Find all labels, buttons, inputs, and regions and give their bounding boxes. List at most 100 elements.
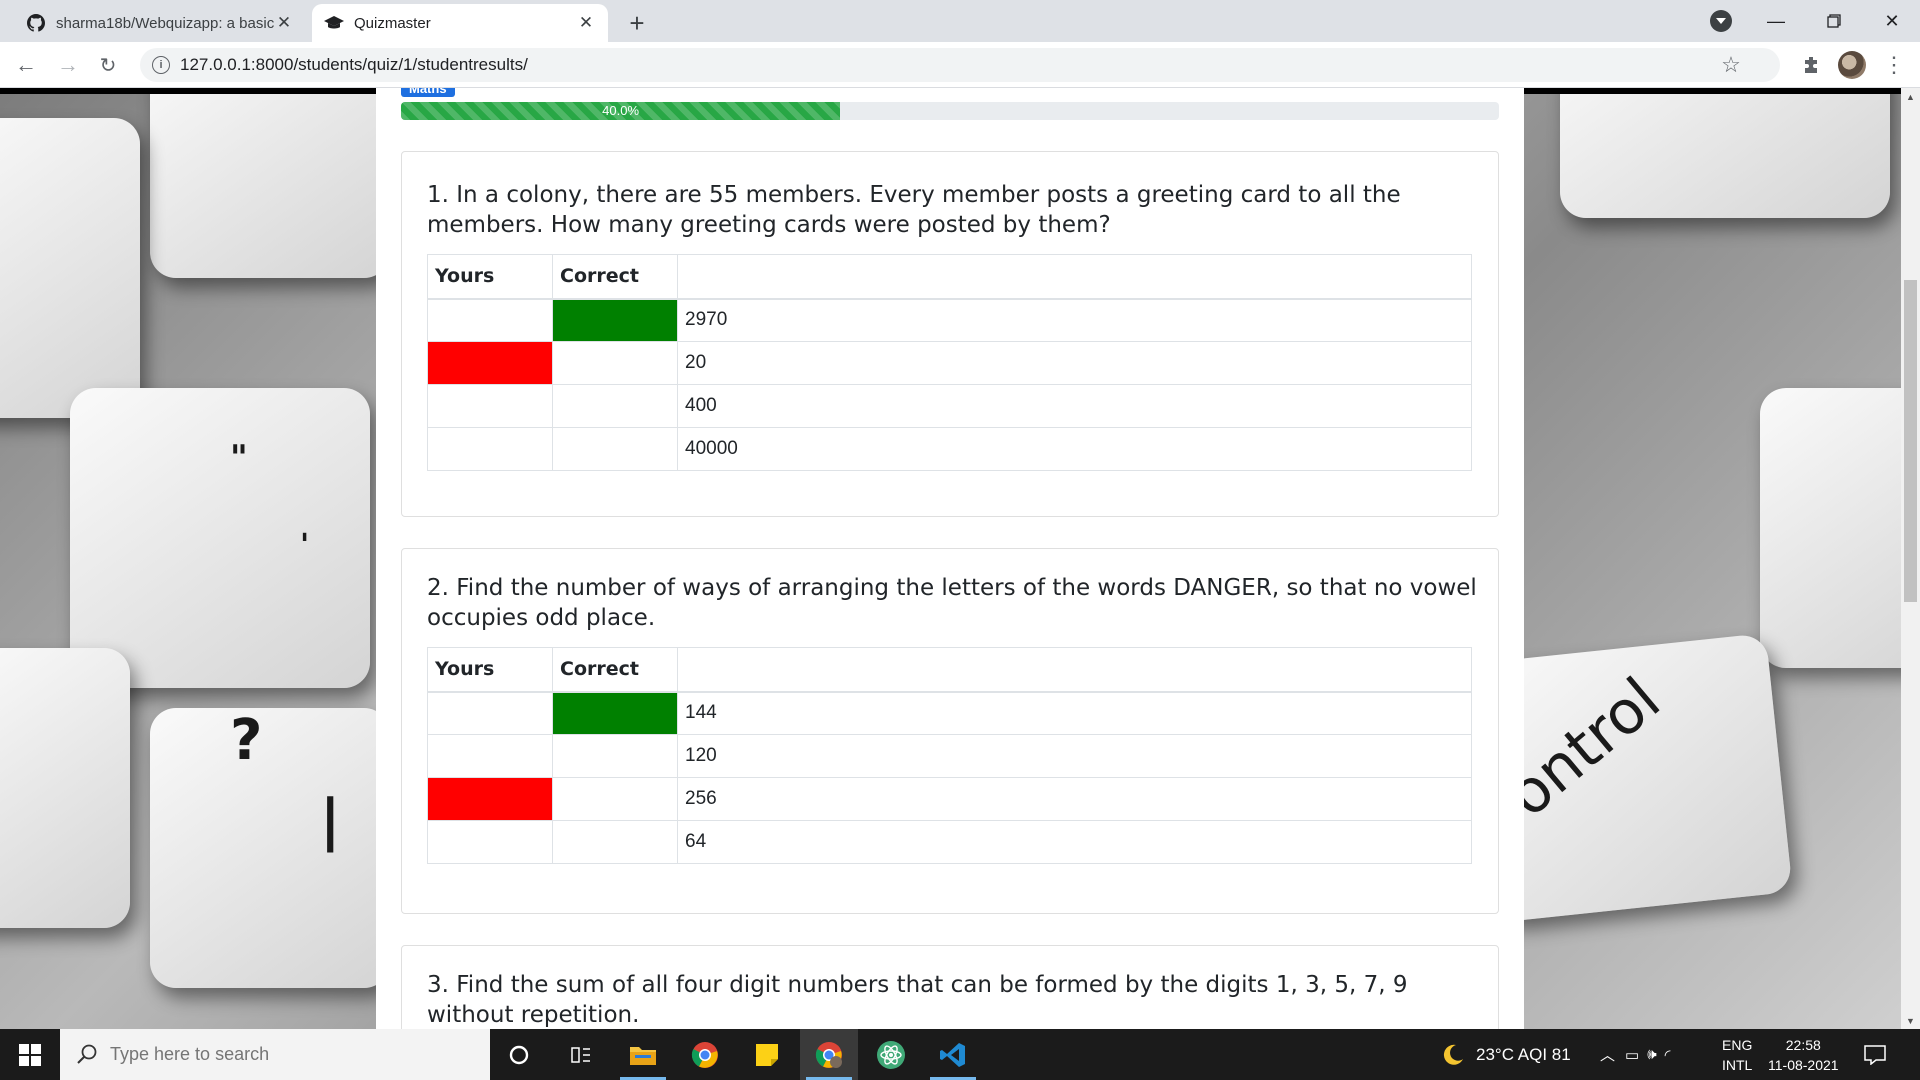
answers-table: Yours Correct 144 120 — [427, 647, 1472, 864]
background-key — [0, 118, 140, 418]
address-bar[interactable]: i ☆ — [140, 48, 1780, 82]
taskbar-search[interactable] — [60, 1029, 490, 1080]
graduation-cap-icon — [324, 13, 344, 33]
close-icon[interactable]: ✕ — [578, 13, 594, 32]
answer-text: 40000 — [677, 427, 1472, 471]
search-input[interactable] — [110, 1044, 470, 1065]
extensions-icon[interactable] — [1798, 51, 1826, 79]
answer-text: 120 — [677, 734, 1472, 778]
yours-cell — [427, 820, 553, 864]
correct-cell — [552, 427, 678, 471]
new-tab-button[interactable]: + — [629, 7, 645, 38]
tab-github[interactable]: sharma18b/Webquizapp: a basic ✕ — [14, 4, 306, 42]
question-text: 2. Find the number of ways of arranging … — [427, 575, 1477, 631]
correct-cell — [552, 777, 678, 821]
chrome-profile-icon[interactable] — [800, 1029, 858, 1080]
correct-cell — [552, 820, 678, 864]
question-card: 3. Find the sum of all four digit number… — [401, 945, 1499, 1029]
toolbar: ← → ↻ i ☆ ⋮ — [0, 42, 1920, 88]
language-indicator[interactable]: ENG INTL — [1722, 1029, 1752, 1080]
close-window-icon[interactable]: ✕ — [1884, 10, 1900, 31]
notification-icon[interactable] — [1864, 1029, 1886, 1080]
yours-cell — [427, 427, 553, 471]
minimize-icon[interactable]: — — [1767, 10, 1785, 31]
yours-header: Yours — [427, 647, 553, 693]
language-top: ENG — [1722, 1036, 1753, 1053]
close-icon[interactable]: ✕ — [276, 13, 292, 32]
correct-cell — [552, 734, 678, 778]
scroll-up-icon[interactable]: ▲ — [1906, 91, 1915, 102]
info-icon[interactable]: i — [152, 56, 170, 74]
reload-icon[interactable]: ↻ — [99, 54, 117, 77]
table-row: 256 — [427, 777, 1472, 821]
background-key — [1560, 88, 1890, 218]
more-menu-icon[interactable]: ⋮ — [1883, 52, 1905, 77]
vscode-icon[interactable] — [924, 1029, 982, 1080]
question-text: 3. Find the sum of all four digit number… — [427, 972, 1408, 1028]
bookmark-star-icon[interactable]: ☆ — [1721, 52, 1741, 77]
url-input[interactable] — [180, 55, 1680, 75]
subject-badge: Maths — [401, 88, 455, 97]
sticky-notes-icon[interactable] — [738, 1029, 796, 1080]
answer-text: 256 — [677, 777, 1472, 821]
answer-header — [677, 254, 1472, 300]
correct-cell — [552, 384, 678, 428]
key-glyph: ? — [230, 708, 263, 773]
answer-text: 2970 — [677, 298, 1472, 342]
atom-icon[interactable] — [862, 1029, 920, 1080]
results-container: Maths 40.0% 1. In a colony, there are 55… — [376, 88, 1524, 1029]
chrome-icon[interactable] — [676, 1029, 734, 1080]
windows-start-icon[interactable] — [0, 1029, 60, 1080]
background-key — [1760, 388, 1901, 668]
table-row: 64 — [427, 820, 1472, 864]
scroll-down-icon[interactable]: ▼ — [1906, 1015, 1915, 1026]
correct-header: Correct — [552, 647, 678, 693]
yours-cell — [427, 384, 553, 428]
tab-quizmaster[interactable]: Quizmaster ✕ — [312, 4, 608, 42]
speaker-icon[interactable]: 🕪 — [1647, 1046, 1657, 1063]
yours-cell — [427, 691, 553, 735]
cortana-icon[interactable] — [490, 1029, 548, 1080]
correct-marker — [552, 691, 678, 735]
profile-avatar[interactable] — [1838, 51, 1866, 79]
back-icon[interactable]: ← — [15, 52, 37, 77]
page-viewport: " ' ? | ontrol Maths 40.0% 1. In a colon… — [0, 88, 1901, 1029]
yours-cell — [427, 298, 553, 342]
tab-title: sharma18b/Webquizapp: a basic — [56, 14, 274, 32]
table-row: 144 — [427, 691, 1472, 735]
language-bottom: INTL — [1722, 1056, 1753, 1073]
yours-header: Yours — [427, 254, 553, 300]
answer-text: 64 — [677, 820, 1472, 864]
taskbar: 23°C AQI 81 ︿ ▭ 🕪 ◜ ENG INTL 22:58 11-08… — [0, 1029, 1920, 1080]
tab-search-icon[interactable] — [1710, 10, 1732, 32]
answer-text: 144 — [677, 691, 1472, 735]
restore-icon[interactable] — [1806, 0, 1862, 42]
correct-marker — [552, 298, 678, 342]
clock[interactable]: 22:58 11-08-2021 — [1768, 1029, 1839, 1080]
chevron-up-icon[interactable]: ︿ — [1600, 1047, 1616, 1064]
moon-icon — [1443, 1044, 1463, 1065]
clock-date: 11-08-2021 — [1768, 1056, 1839, 1073]
progress-bar: 40.0% — [401, 102, 841, 120]
question-card: 1. In a colony, there are 55 members. Ev… — [401, 151, 1499, 517]
file-explorer-icon[interactable] — [614, 1029, 672, 1080]
answers-table: Yours Correct 2970 20 — [427, 254, 1472, 471]
question-card: 2. Find the number of ways of arranging … — [401, 548, 1499, 914]
background-key: ? | — [150, 708, 390, 988]
correct-cell — [552, 341, 678, 385]
background-key: " ' — [70, 388, 370, 688]
table-row: 2970 — [427, 298, 1472, 342]
search-icon — [77, 1044, 97, 1064]
task-view-icon[interactable] — [552, 1029, 610, 1080]
forward-icon[interactable]: → — [57, 52, 79, 77]
battery-icon[interactable]: ▭ — [1625, 1046, 1640, 1064]
clock-time: 22:58 — [1785, 1036, 1821, 1053]
wifi-icon[interactable]: ◜ — [1664, 1046, 1671, 1064]
page-scrollbar[interactable]: ▲ ▼ — [1901, 88, 1920, 1029]
scroll-thumb[interactable] — [1904, 280, 1917, 602]
correct-header: Correct — [552, 254, 678, 300]
weather-widget[interactable]: 23°C AQI 81 — [1440, 1029, 1571, 1080]
yours-marker — [427, 777, 553, 821]
table-row: 40000 — [427, 427, 1472, 471]
yours-cell — [427, 734, 553, 778]
